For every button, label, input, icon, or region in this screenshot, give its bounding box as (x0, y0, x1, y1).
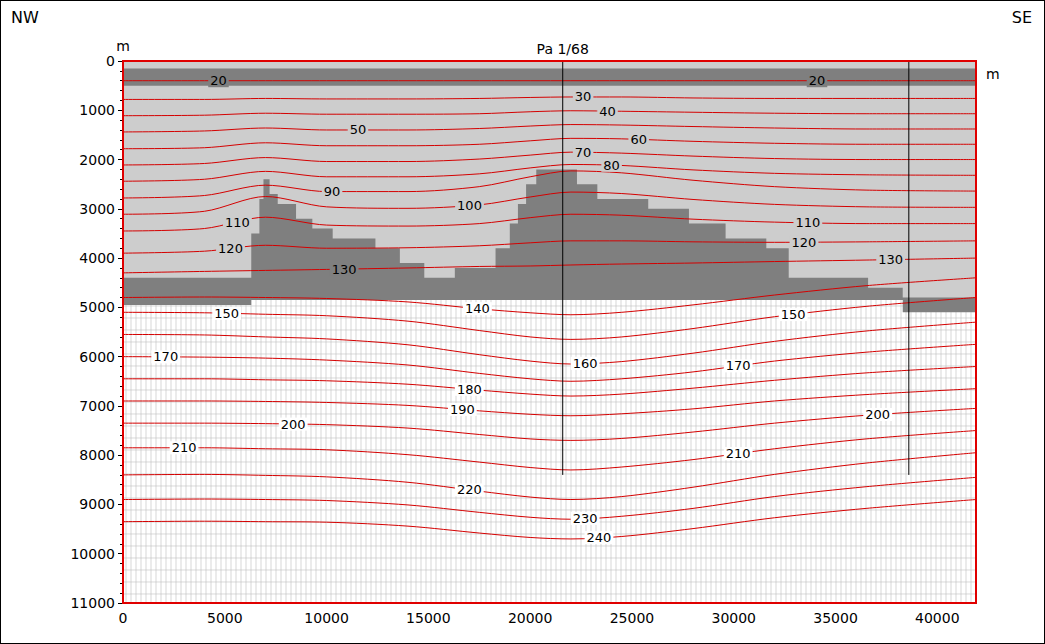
svg-text:80: 80 (603, 158, 620, 173)
svg-text:35000: 35000 (813, 610, 858, 626)
svg-text:SE: SE (1012, 8, 1032, 27)
svg-text:130: 130 (878, 252, 903, 267)
svg-text:170: 170 (726, 358, 751, 373)
svg-text:220: 220 (457, 482, 482, 497)
svg-text:20: 20 (210, 73, 227, 88)
svg-text:150: 150 (781, 307, 806, 322)
svg-text:5000: 5000 (79, 299, 115, 315)
svg-text:50: 50 (350, 122, 367, 137)
svg-text:200: 200 (865, 407, 890, 422)
svg-text:60: 60 (630, 132, 647, 147)
svg-text:10000: 10000 (304, 610, 349, 626)
svg-text:90: 90 (324, 184, 341, 199)
svg-text:6000: 6000 (79, 349, 115, 365)
svg-text:100: 100 (457, 198, 482, 213)
svg-text:30: 30 (575, 89, 592, 104)
svg-text:0: 0 (119, 610, 128, 626)
svg-text:180: 180 (457, 382, 482, 397)
svg-text:m: m (116, 38, 130, 54)
svg-text:15000: 15000 (406, 610, 451, 626)
svg-text:Pa 1/68: Pa 1/68 (537, 41, 589, 57)
svg-text:70: 70 (575, 145, 592, 160)
svg-text:8000: 8000 (79, 447, 115, 463)
svg-text:2000: 2000 (79, 152, 115, 168)
svg-text:NW: NW (11, 8, 39, 27)
svg-text:40: 40 (599, 104, 616, 119)
svg-text:9000: 9000 (79, 496, 115, 512)
svg-text:1000: 1000 (79, 102, 115, 118)
svg-text:40000: 40000 (915, 610, 960, 626)
svg-text:20: 20 (809, 73, 826, 88)
svg-text:210: 210 (172, 440, 197, 455)
svg-text:11000: 11000 (70, 595, 115, 611)
svg-text:210: 210 (726, 446, 751, 461)
svg-text:5000: 5000 (207, 610, 243, 626)
svg-text:130: 130 (332, 262, 357, 277)
svg-text:25000: 25000 (610, 610, 655, 626)
svg-text:240: 240 (587, 530, 612, 545)
svg-text:30000: 30000 (711, 610, 756, 626)
svg-text:7000: 7000 (79, 398, 115, 414)
svg-text:0: 0 (106, 53, 115, 69)
svg-text:3000: 3000 (79, 201, 115, 217)
svg-text:160: 160 (573, 356, 598, 371)
svg-text:120: 120 (218, 241, 243, 256)
svg-text:170: 170 (153, 349, 178, 364)
svg-text:150: 150 (214, 306, 239, 321)
svg-text:120: 120 (792, 235, 817, 250)
svg-text:20000: 20000 (508, 610, 553, 626)
svg-text:m: m (986, 66, 1000, 82)
svg-text:110: 110 (225, 215, 250, 230)
svg-text:230: 230 (573, 511, 598, 526)
svg-text:190: 190 (450, 402, 475, 417)
svg-text:200: 200 (281, 417, 306, 432)
svg-text:10000: 10000 (70, 546, 115, 562)
svg-text:4000: 4000 (79, 250, 115, 266)
svg-text:140: 140 (465, 301, 490, 316)
svg-text:110: 110 (795, 215, 820, 230)
